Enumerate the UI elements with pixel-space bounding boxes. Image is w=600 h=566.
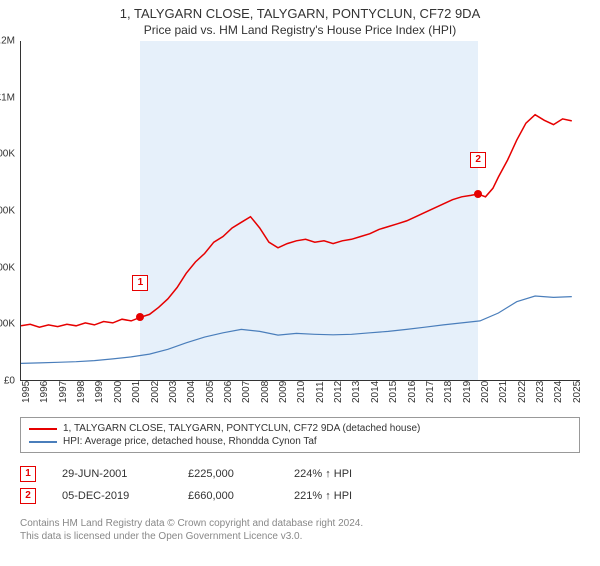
x-axis-label: 2003 (168, 381, 179, 403)
event-number-box: 1 (20, 466, 36, 482)
x-axis-label: 2013 (351, 381, 362, 403)
y-axis-label: £0 (0, 376, 15, 387)
legend-label: HPI: Average price, detached house, Rhon… (63, 436, 317, 447)
x-axis-label: 2020 (480, 381, 491, 403)
x-axis-label: 2023 (535, 381, 546, 403)
y-axis-label: £800K (0, 149, 15, 160)
page-subtitle: Price paid vs. HM Land Registry's House … (0, 23, 600, 37)
x-axis-label: 2008 (260, 381, 271, 403)
event-marker-dot (136, 313, 144, 321)
x-axis-label: 2024 (553, 381, 564, 403)
event-price: £225,000 (188, 468, 268, 480)
event-hpi: 224% ↑ HPI (294, 468, 374, 480)
legend-item: HPI: Average price, detached house, Rhon… (29, 435, 571, 448)
x-axis-label: 2012 (333, 381, 344, 403)
series-line-price_paid (21, 115, 572, 328)
event-row: 2 05-DEC-2019 £660,000 221% ↑ HPI (20, 485, 580, 507)
x-axis-label: 1995 (21, 381, 32, 403)
event-marker-box: 2 (470, 152, 486, 168)
page-title: 1, TALYGARN CLOSE, TALYGARN, PONTYCLUN, … (0, 6, 600, 21)
event-date: 29-JUN-2001 (62, 468, 162, 480)
x-axis-label: 2015 (388, 381, 399, 403)
footer-text: Contains HM Land Registry data © Crown c… (20, 517, 580, 543)
x-axis-label: 2016 (407, 381, 418, 403)
legend-swatch (29, 428, 57, 430)
x-axis-label: 2005 (205, 381, 216, 403)
x-axis-label: 2017 (425, 381, 436, 403)
y-axis-label: £400K (0, 262, 15, 273)
event-price: £660,000 (188, 490, 268, 502)
x-axis-label: 1999 (94, 381, 105, 403)
x-axis-label: 2019 (462, 381, 473, 403)
legend-item: 1, TALYGARN CLOSE, TALYGARN, PONTYCLUN, … (29, 422, 571, 435)
chart-svg (21, 41, 581, 381)
x-axis-label: 2007 (241, 381, 252, 403)
x-axis-label: 2004 (186, 381, 197, 403)
event-hpi: 221% ↑ HPI (294, 490, 374, 502)
x-axis-label: 2014 (370, 381, 381, 403)
x-axis-label: 2011 (315, 381, 326, 403)
x-axis-label: 2006 (223, 381, 234, 403)
event-date: 05-DEC-2019 (62, 490, 162, 502)
x-axis-label: 1996 (39, 381, 50, 403)
legend-label: 1, TALYGARN CLOSE, TALYGARN, PONTYCLUN, … (63, 423, 420, 434)
x-axis-label: 2025 (572, 381, 583, 403)
x-axis-label: 2002 (150, 381, 161, 403)
x-axis-label: 2021 (498, 381, 509, 403)
legend-swatch (29, 441, 57, 443)
y-axis-label: £200K (0, 319, 15, 330)
y-axis-label: £1.2M (0, 36, 15, 47)
chart-legend: 1, TALYGARN CLOSE, TALYGARN, PONTYCLUN, … (20, 417, 580, 453)
event-number-box: 2 (20, 488, 36, 504)
x-axis-label: 2001 (131, 381, 142, 403)
event-marker-box: 1 (132, 275, 148, 291)
price-chart: £0£200K£400K£600K£800K£1M£1.2M1995199619… (20, 41, 580, 381)
x-axis-label: 2009 (278, 381, 289, 403)
y-axis-label: £1M (0, 92, 15, 103)
series-line-hpi (21, 296, 572, 363)
y-axis-label: £600K (0, 206, 15, 217)
x-axis-label: 2022 (517, 381, 528, 403)
x-axis-label: 1997 (58, 381, 69, 403)
footer-line1: Contains HM Land Registry data © Crown c… (20, 517, 580, 530)
event-row: 1 29-JUN-2001 £225,000 224% ↑ HPI (20, 463, 580, 485)
events-table: 1 29-JUN-2001 £225,000 224% ↑ HPI 2 05-DEC-20… (20, 463, 580, 507)
event-marker-dot (474, 190, 482, 198)
x-axis-label: 2018 (443, 381, 454, 403)
x-axis-label: 2000 (113, 381, 124, 403)
x-axis-label: 2010 (296, 381, 307, 403)
footer-line2: This data is licensed under the Open Gov… (20, 530, 580, 543)
x-axis-label: 1998 (76, 381, 87, 403)
